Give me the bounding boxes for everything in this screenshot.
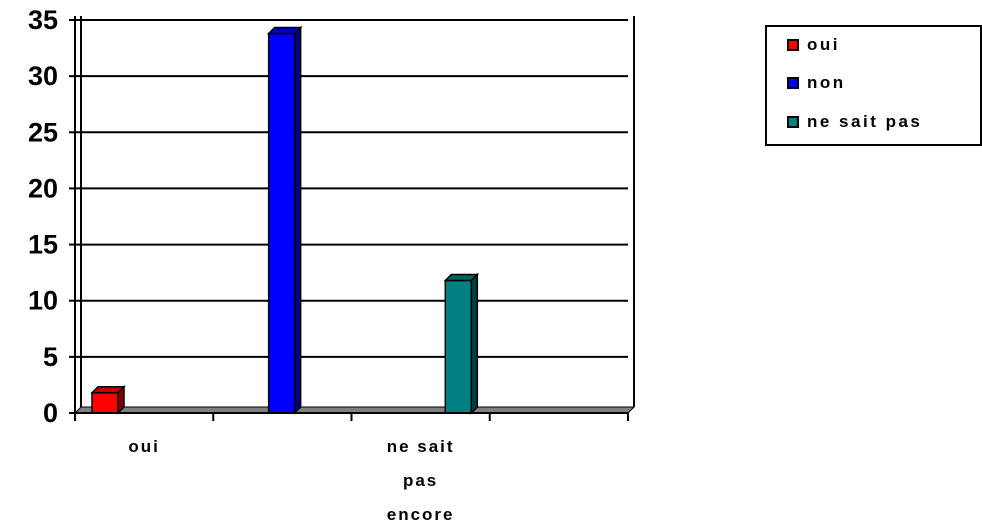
legend-label-ne-sait-pas: ne sait pas: [807, 112, 923, 131]
y-tick-label: 0: [43, 398, 58, 428]
x-tick-label: encore: [387, 505, 455, 524]
legend: oui non ne sait pas: [765, 25, 982, 146]
y-tick-label: 35: [28, 5, 58, 35]
bar-oui-0: [90, 384, 126, 415]
y-tick-label: 5: [43, 342, 58, 372]
bar-non-1: [266, 25, 303, 415]
y-axis-ticks: 0 5 10 15 20 25 30 35: [28, 5, 75, 428]
x-tick-label: ne sait: [387, 437, 455, 456]
bar-ne-sait-pas-2: [443, 272, 480, 415]
x-tick-label: oui: [128, 437, 160, 456]
y-tick-label: 25: [28, 117, 58, 147]
y-tick-label: 15: [28, 230, 58, 260]
legend-swatch-non: [787, 77, 799, 89]
legend-label-oui: oui: [807, 35, 840, 54]
legend-item-oui: oui: [787, 35, 840, 55]
legend-swatch-oui: [787, 39, 799, 51]
legend-item-ne-sait-pas: ne sait pas: [787, 112, 922, 132]
x-axis-ticks: oui ne sait pas encore: [74, 413, 629, 524]
y-tick-label: 30: [28, 61, 58, 91]
bars: [73, 25, 636, 415]
gridlines: [75, 19, 628, 358]
legend-label-non: non: [807, 73, 846, 92]
legend-swatch-ne-sait-pas: [787, 116, 799, 128]
legend-item-non: non: [787, 73, 846, 93]
y-tick-label: 10: [28, 286, 58, 316]
y-tick-label: 20: [28, 173, 58, 203]
x-tick-label: pas: [403, 471, 438, 490]
